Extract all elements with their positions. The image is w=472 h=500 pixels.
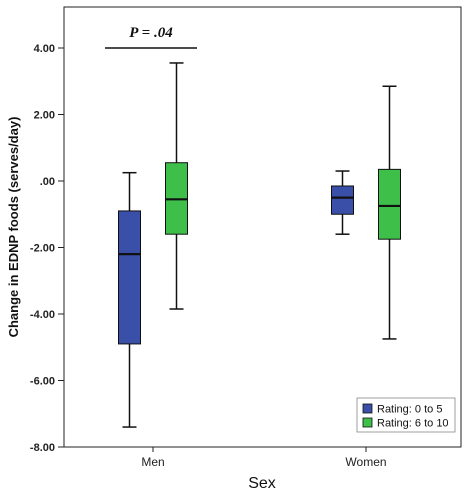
box-men-series-1 [118, 171, 141, 428]
box-plot-group [118, 62, 401, 428]
legend-label-1: Rating: 0 to 5 [377, 404, 442, 416]
legend-label-2: Rating: 6 to 10 [377, 418, 449, 430]
x-tick-label-men: Men [141, 455, 164, 469]
p-value-annotation: P = .04 [105, 25, 197, 49]
y-tick-label-4: -4.00 [30, 309, 55, 321]
x-axis-label: Sex [248, 475, 276, 492]
y-tick-label-2: .00 [40, 176, 55, 188]
x-axis: Men Women [141, 447, 387, 469]
legend-frame [356, 397, 456, 433]
box-men-series-2 [165, 62, 188, 310]
y-tick-label-5: -6.00 [30, 376, 55, 388]
iqr-box [331, 185, 354, 215]
iqr-box [118, 210, 141, 345]
iqr-box [378, 168, 401, 240]
y-axis-label: Change in EDNP foods (serves/day) [6, 117, 21, 338]
legend-swatch-1 [362, 403, 373, 414]
box-women-series-2 [378, 85, 401, 340]
y-tick-label-0: 4.00 [34, 43, 55, 55]
legend-swatch-2 [362, 417, 373, 428]
p-value-text: P = .04 [129, 25, 173, 41]
x-tick-label-women: Women [345, 455, 386, 469]
y-tick-label-6: -8.00 [30, 442, 55, 454]
y-tick-label-1: 2.00 [34, 110, 55, 122]
y-tick-label-3: -2.00 [30, 243, 55, 255]
legend: Rating: 0 to 5 Rating: 6 to 10 [356, 397, 456, 433]
box-women-series-1 [331, 170, 354, 235]
y-axis: 4.00 2.00 .00 -2.00 -4.00 -6.00 -8.00 [30, 43, 64, 454]
